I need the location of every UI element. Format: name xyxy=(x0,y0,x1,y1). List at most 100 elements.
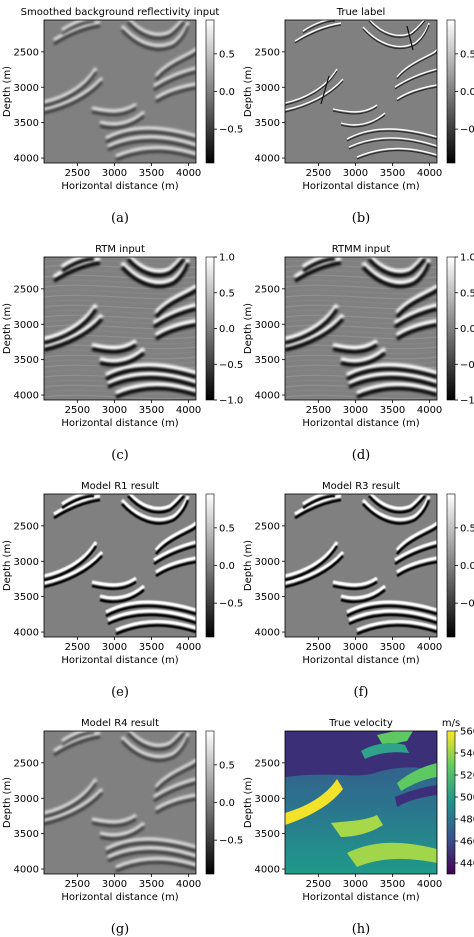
colorbar-tick-label: 5600 xyxy=(460,727,474,738)
rtm-texture-line xyxy=(44,314,196,320)
heatmap-image xyxy=(44,257,196,400)
x-tick-label: 4000 xyxy=(176,168,201,179)
y-tick-label: 2500 xyxy=(255,758,280,769)
x-axis-label: Horizontal distance (m) xyxy=(302,655,419,666)
panel-caption: (d) xyxy=(352,448,370,463)
rtm-texture-line xyxy=(285,289,437,295)
x-tick-label: 2500 xyxy=(65,168,90,179)
rtm-texture-line xyxy=(285,284,437,290)
panel-caption: (g) xyxy=(111,922,129,937)
y-tick-label: 3000 xyxy=(14,83,39,94)
rtm-texture-line xyxy=(44,354,196,360)
y-tick-label: 3500 xyxy=(14,355,39,366)
y-tick-label: 2500 xyxy=(14,47,39,58)
colorbar-tick-label: −1.0 xyxy=(460,396,474,407)
colorbar-tick-label: 0.0 xyxy=(460,561,474,572)
colorbar-tick-label: 0.5 xyxy=(219,49,235,60)
x-tick-label: 3000 xyxy=(343,405,368,416)
colorbar-tick-label: 4600 xyxy=(460,837,474,848)
x-axis-label: Horizontal distance (m) xyxy=(302,181,419,192)
colorbar-tick-label: −0.5 xyxy=(460,599,474,610)
colorbar-tick-label: 0.5 xyxy=(219,760,235,771)
colorbar xyxy=(205,493,215,638)
x-axis-label: Horizontal distance (m) xyxy=(302,418,419,429)
panel-title: Model R1 result xyxy=(81,481,159,492)
heatmap-image xyxy=(44,494,196,637)
x-axis-label: Horizontal distance (m) xyxy=(302,892,419,903)
axes-frame xyxy=(284,493,438,638)
y-axis-label: Depth (m) xyxy=(2,777,13,828)
y-tick-label: 4000 xyxy=(14,391,39,402)
x-tick-label: 3000 xyxy=(102,405,127,416)
panel-c: RTM input 2500 3000 3500 4000 2500 3000 3500 400… xyxy=(2,244,243,463)
x-tick-label: 4000 xyxy=(417,405,442,416)
colorbar-tick-label: −0.5 xyxy=(219,125,243,136)
rtm-texture-line xyxy=(44,329,196,335)
y-axis-label: Depth (m) xyxy=(243,777,254,828)
y-tick-label: 4000 xyxy=(14,154,39,165)
colorbar-tick-label: 0.5 xyxy=(460,49,474,60)
y-tick-label: 2500 xyxy=(255,284,280,295)
colorbar xyxy=(205,730,215,875)
x-tick-label: 4000 xyxy=(176,405,201,416)
heatmap-image xyxy=(285,731,437,874)
panel-f: Model R3 result 2500 3000 3500 4000 2500 3000 3… xyxy=(243,481,474,700)
velocity-low-layer xyxy=(395,785,437,807)
axes-frame xyxy=(43,730,197,875)
panel-h: True velocity 2500 3000 3500 4000 2500 3000 350… xyxy=(243,718,474,937)
colorbar-tick-label: −0.5 xyxy=(460,125,474,136)
rtm-texture-line xyxy=(285,329,437,335)
colorbar-tick-label: 5000 xyxy=(460,793,474,804)
x-tick-label: 2500 xyxy=(65,642,90,653)
y-tick-label: 3500 xyxy=(14,118,39,129)
colorbar-tick-label: −0.5 xyxy=(219,836,243,847)
colorbar xyxy=(205,256,215,401)
x-tick-label: 3000 xyxy=(343,879,368,890)
panel-title: RTM input xyxy=(95,244,145,255)
y-tick-label: 3500 xyxy=(255,355,280,366)
y-axis-label: Depth (m) xyxy=(243,303,254,354)
colorbar-tick-label: −0.5 xyxy=(219,360,243,371)
panel-title: Model R3 result xyxy=(322,481,400,492)
y-tick-label: 3500 xyxy=(14,829,39,840)
x-tick-label: 3500 xyxy=(380,405,405,416)
y-tick-label: 2500 xyxy=(14,758,39,769)
x-tick-label: 3000 xyxy=(102,879,127,890)
axes-frame xyxy=(284,256,438,401)
colorbar-tick-label: 0.0 xyxy=(219,798,235,809)
panel-title: True velocity xyxy=(328,718,393,729)
y-tick-label: 3000 xyxy=(14,320,39,331)
axes-frame xyxy=(284,19,438,164)
y-axis-label: Depth (m) xyxy=(2,540,13,591)
axes-frame xyxy=(43,256,197,401)
velocity-body-top-right xyxy=(361,743,409,759)
rtm-texture-line xyxy=(285,299,437,305)
x-tick-label: 3500 xyxy=(139,642,164,653)
colorbar-tick-label: 0.5 xyxy=(460,288,474,299)
x-tick-label: 3000 xyxy=(343,642,368,653)
y-tick-label: 3000 xyxy=(14,557,39,568)
colorbar-tick-label: −1.0 xyxy=(219,396,243,407)
x-tick-label: 2500 xyxy=(65,879,90,890)
y-tick-label: 4000 xyxy=(255,865,280,876)
x-tick-label: 3000 xyxy=(102,642,127,653)
y-tick-label: 4000 xyxy=(14,865,39,876)
x-tick-label: 4000 xyxy=(417,642,442,653)
colorbar-tick-label: 1.0 xyxy=(460,253,474,264)
velocity-body-center xyxy=(331,815,383,837)
colorbar-tick-label: 0.0 xyxy=(219,87,235,98)
y-tick-label: 4000 xyxy=(255,154,280,165)
rtm-texture-line xyxy=(62,399,92,400)
x-tick-label: 3500 xyxy=(380,642,405,653)
x-tick-label: 4000 xyxy=(176,879,201,890)
x-tick-label: 2500 xyxy=(65,405,90,416)
x-tick-label: 2500 xyxy=(306,405,331,416)
y-axis-label: Depth (m) xyxy=(2,303,13,354)
heatmap-image xyxy=(285,494,437,637)
colorbar-tick-label: 4400 xyxy=(460,859,474,870)
panel-caption: (h) xyxy=(352,922,371,937)
x-tick-label: 3500 xyxy=(139,405,164,416)
y-tick-label: 3000 xyxy=(255,557,280,568)
colorbar-tick-label: 0.0 xyxy=(460,324,474,335)
panel-caption: (f) xyxy=(354,685,369,700)
